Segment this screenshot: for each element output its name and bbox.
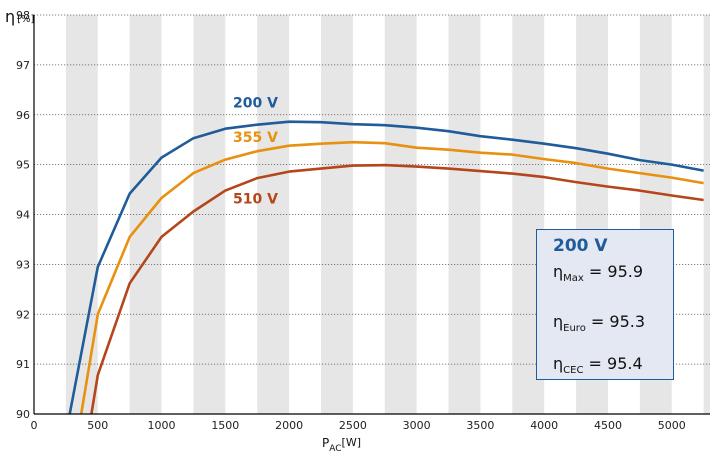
series-lines xyxy=(68,120,704,415)
series-label-2: 510 V xyxy=(233,192,278,208)
y-tick-label: 93 xyxy=(16,258,30,271)
eta-symbol: η xyxy=(553,312,564,331)
eta-max-equals: = xyxy=(588,262,603,281)
x-axis-unit: [W] xyxy=(342,436,361,449)
y-axis-symbol: η xyxy=(5,7,15,26)
x-tick-label: 2500 xyxy=(339,419,367,432)
grid-band xyxy=(320,15,353,414)
x-tick-label: 1000 xyxy=(148,419,176,432)
x-axis-subscript: AC xyxy=(329,444,341,454)
y-tick-label: 98 xyxy=(16,9,30,22)
eta-euro-subscript: Euro xyxy=(563,323,586,334)
x-tick-label: 5000 xyxy=(658,419,686,432)
series-line-1 xyxy=(79,140,704,415)
eta-euro-row: ηEuro = 95.3 xyxy=(553,312,645,334)
y-tick-label: 94 xyxy=(16,209,30,222)
x-tick-label: 4500 xyxy=(594,419,622,432)
eta-euro-equals: = xyxy=(590,312,605,331)
eta-max-row: ηMax = 95.9 xyxy=(553,262,643,284)
series-labels: 200 V 355 V 510 V xyxy=(233,95,278,207)
eta-symbol: η xyxy=(553,262,564,281)
x-tick-label: 3500 xyxy=(466,419,494,432)
y-tick-label: 95 xyxy=(16,159,30,172)
y-axis-title: η [%] xyxy=(5,7,35,26)
tick-labels: 90 91 92 93 94 95 96 97 98 0 500 1000 1500 2000 2500 30… xyxy=(16,9,686,432)
x-tick-label: 3000 xyxy=(403,419,431,432)
series-label-1: 355 V xyxy=(233,130,278,146)
eta-cec-equals: = xyxy=(588,354,602,373)
series-line-0 xyxy=(68,120,704,415)
eta-cec-row: ηCEC = 95.4 xyxy=(553,354,643,376)
grid-band xyxy=(257,15,290,414)
series-line-2 xyxy=(90,163,704,415)
x-tick-label: 500 xyxy=(87,419,108,432)
info-box-title: 200 V xyxy=(553,236,608,256)
y-tick-label: 91 xyxy=(16,358,30,371)
x-tick-label: 4000 xyxy=(530,419,558,432)
x-tick-label: 1500 xyxy=(211,419,239,432)
y-tick-label: 90 xyxy=(16,408,30,421)
x-tick-label: 0 xyxy=(31,419,38,432)
eta-max-value: 95.9 xyxy=(607,262,644,281)
y-tick-label: 97 xyxy=(16,59,30,72)
x-axis-symbol: P xyxy=(322,436,329,450)
x-tick-label: 2000 xyxy=(275,419,303,432)
series-label-0: 200 V xyxy=(233,95,278,111)
eta-cec-subscript: CEC xyxy=(563,365,584,376)
eta-euro-value: 95.3 xyxy=(609,312,646,331)
axes xyxy=(33,15,710,415)
y-tick-label: 96 xyxy=(16,109,30,122)
eta-symbol: η xyxy=(553,354,564,373)
eta-cec-value: 95.4 xyxy=(607,354,643,373)
eta-max-subscript: Max xyxy=(563,273,584,284)
y-tick-label: 92 xyxy=(16,308,30,321)
x-axis-title: PAC[W] xyxy=(322,436,361,454)
efficiency-info-box: 200 V ηMax = 95.9 ηEuro = 95.3 ηCEC = 95… xyxy=(536,229,674,380)
y-axis-unit: [%] xyxy=(17,14,34,25)
